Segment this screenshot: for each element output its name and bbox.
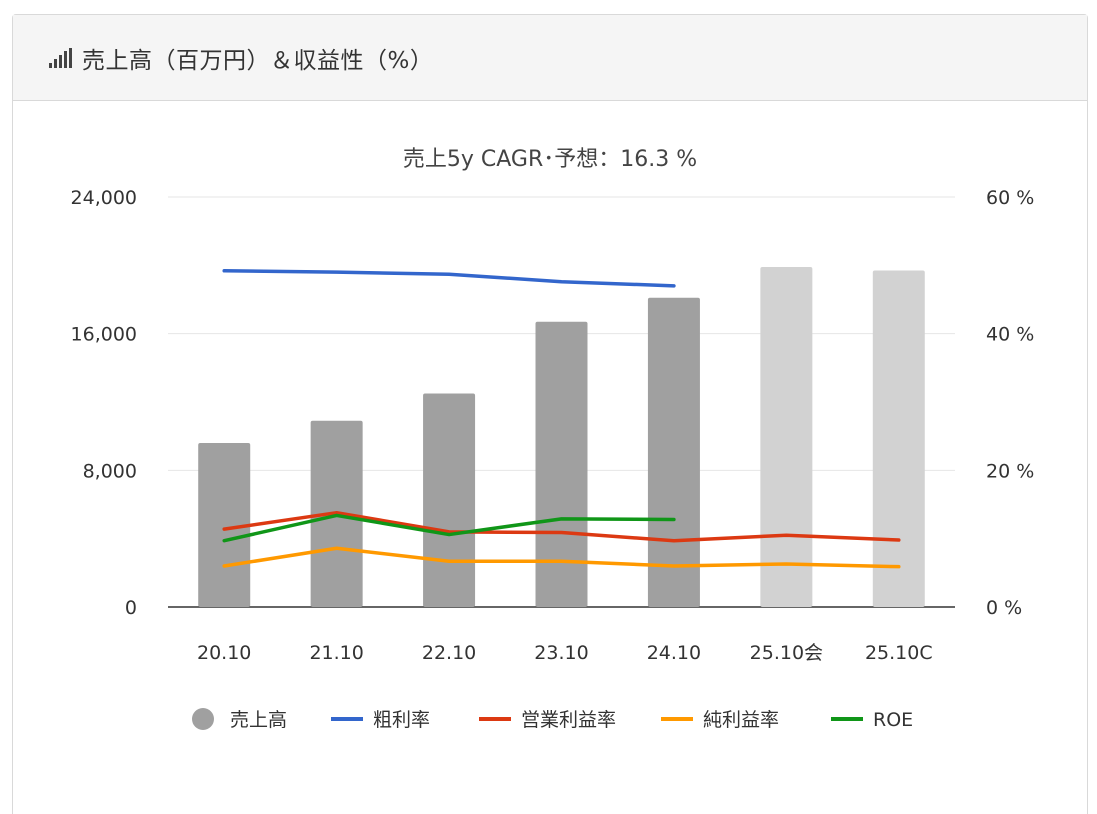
x-tick-label: 23.10: [534, 642, 588, 664]
bar-22.10: [423, 393, 476, 607]
bar-25.10会: [760, 267, 813, 607]
legend: 売上高 粗利率 営業利益率 純利益率 ROE: [192, 708, 913, 731]
bar-series: [198, 267, 925, 607]
legend-label: 純利益率: [703, 709, 779, 731]
legend-item: 粗利率: [331, 709, 430, 731]
bar-24.10: [647, 297, 700, 607]
y-right-tick-label: 40 %: [986, 324, 1034, 346]
x-tick-label: 20.10: [197, 642, 251, 664]
x-tick-label: 25.10会: [750, 642, 823, 664]
series-line-純利益率: [222, 546, 901, 569]
x-tick-label: 25.10C: [865, 642, 933, 664]
chart-title: 売上5y CAGR･予想：16.3 %: [403, 147, 697, 172]
legend-label: 売上高: [230, 709, 287, 731]
legend-item: 営業利益率: [479, 709, 616, 731]
bar-23.10: [535, 321, 588, 607]
legend-marker-dot: [192, 708, 214, 730]
left-axis: 0 8,000 16,000 24,000: [71, 187, 137, 619]
series-line-営業利益率: [222, 510, 901, 543]
legend-label: 営業利益率: [521, 709, 616, 731]
x-tick-label: 21.10: [309, 642, 363, 664]
y-right-tick-label: 0 %: [986, 597, 1022, 619]
bar-25.10C: [872, 270, 925, 607]
series-line-ROE: [222, 513, 676, 543]
x-tick-label: 24.10: [647, 642, 701, 664]
card-header: 売上高（百万円）＆収益性（%）: [13, 15, 1087, 101]
series-line-粗利率: [222, 269, 676, 288]
y-left-tick-label: 8,000: [83, 460, 137, 482]
legend-item: 純利益率: [661, 709, 779, 731]
y-left-tick-label: 24,000: [71, 187, 137, 209]
y-left-tick-label: 0: [125, 597, 137, 619]
line-series: [222, 269, 901, 569]
legend-label: 粗利率: [373, 709, 430, 731]
x-tick-label: 22.10: [422, 642, 476, 664]
y-right-tick-label: 20 %: [986, 460, 1034, 482]
y-right-tick-label: 60 %: [986, 187, 1034, 209]
legend-item: 売上高: [192, 708, 287, 731]
legend-label: ROE: [873, 709, 913, 731]
card-title: 売上高（百万円）＆収益性（%）: [82, 47, 434, 74]
y-left-tick-label: 16,000: [71, 324, 137, 346]
right-axis: 0 % 20 % 40 % 60 %: [986, 187, 1034, 619]
x-axis: 20.10 21.10 22.10 23.10 24.10 25.10会 25.10C: [197, 642, 933, 664]
legend-item: ROE: [831, 709, 913, 731]
signal-bars-icon: [49, 47, 72, 68]
bar-20.10: [198, 443, 251, 607]
